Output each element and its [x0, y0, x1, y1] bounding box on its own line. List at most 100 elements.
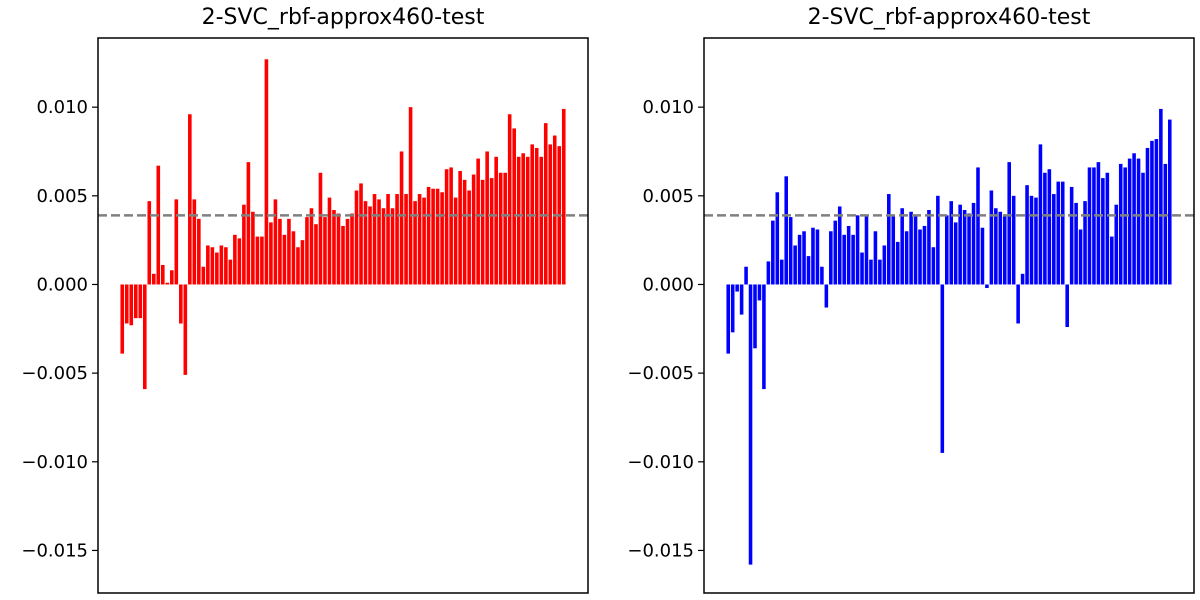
bar — [1087, 167, 1092, 285]
y-tick-label: 0.010 — [642, 97, 694, 118]
y-tick-label: −0.010 — [21, 452, 88, 473]
bar — [124, 284, 129, 324]
bar — [989, 190, 994, 285]
y-tick-label: 0.005 — [36, 186, 88, 207]
bar — [305, 217, 309, 285]
bar — [516, 156, 521, 285]
bar — [967, 213, 971, 285]
bar — [318, 172, 323, 285]
bar — [735, 284, 739, 292]
bar — [476, 158, 480, 285]
bar — [1083, 201, 1087, 285]
bar — [260, 236, 264, 285]
bar — [183, 284, 188, 375]
bar — [1052, 194, 1056, 285]
bar — [797, 234, 802, 285]
bar — [976, 167, 980, 285]
bar — [494, 156, 498, 285]
bar — [1132, 153, 1136, 285]
bar — [561, 108, 566, 285]
bar — [467, 190, 471, 285]
bar — [1034, 197, 1038, 285]
bar — [206, 245, 210, 285]
y-tick-label: −0.015 — [21, 540, 88, 561]
bar — [503, 172, 507, 285]
bar — [775, 192, 780, 285]
bar — [453, 197, 458, 285]
bar — [273, 199, 278, 285]
y-tick-label: 0.010 — [36, 97, 88, 118]
bar — [882, 245, 887, 285]
bar — [1096, 162, 1101, 285]
bar — [980, 227, 985, 285]
bar — [940, 284, 945, 453]
bar — [994, 208, 998, 285]
bar — [762, 284, 766, 390]
bar — [895, 241, 900, 285]
bar — [1136, 158, 1141, 285]
bar — [922, 225, 927, 285]
bar — [864, 215, 869, 285]
bar — [1069, 186, 1074, 285]
bar — [170, 270, 174, 285]
bar — [1078, 229, 1083, 285]
bar — [552, 135, 557, 285]
bar — [971, 202, 976, 285]
bar — [784, 176, 788, 285]
bar — [408, 107, 413, 285]
y-tick-label: −0.010 — [627, 452, 694, 473]
bar — [417, 194, 422, 285]
bar — [793, 245, 797, 285]
bar — [368, 206, 372, 285]
bar — [837, 206, 842, 285]
bar — [887, 194, 891, 285]
bar — [766, 261, 771, 285]
bar — [1011, 195, 1016, 285]
bar — [534, 147, 539, 285]
bar — [341, 225, 345, 285]
bar — [147, 201, 152, 285]
bar — [1002, 215, 1007, 285]
bar — [1038, 144, 1043, 285]
bar — [309, 208, 314, 285]
bar — [869, 259, 873, 285]
bar — [1114, 204, 1119, 285]
bar — [381, 208, 386, 285]
bar — [462, 179, 467, 285]
bar — [133, 284, 138, 319]
bar — [962, 210, 967, 285]
bar — [129, 284, 134, 326]
bar — [1123, 167, 1127, 285]
bar — [909, 211, 913, 285]
bar — [931, 247, 936, 285]
bar — [174, 199, 179, 285]
bar — [179, 284, 183, 324]
bar — [219, 245, 224, 285]
bar — [228, 259, 233, 285]
bar — [1141, 172, 1145, 285]
bar — [390, 208, 395, 285]
bar — [860, 252, 864, 285]
bar — [395, 194, 399, 285]
bar — [323, 217, 327, 285]
bar — [142, 284, 147, 390]
bar — [985, 284, 989, 289]
bar — [255, 236, 260, 285]
bar — [386, 194, 390, 285]
bar — [1159, 108, 1163, 285]
bar — [377, 199, 381, 285]
bar — [1150, 140, 1154, 285]
plot-frame — [703, 37, 1195, 594]
bar — [958, 204, 962, 285]
bar — [507, 114, 512, 285]
bar — [422, 197, 426, 285]
bar — [435, 188, 440, 285]
bar — [197, 218, 201, 285]
bar — [855, 215, 860, 285]
bar — [548, 144, 553, 285]
bar — [1167, 119, 1172, 285]
bar — [440, 192, 444, 285]
bar — [753, 284, 757, 349]
plot-frame — [97, 37, 589, 594]
bar — [327, 197, 332, 285]
